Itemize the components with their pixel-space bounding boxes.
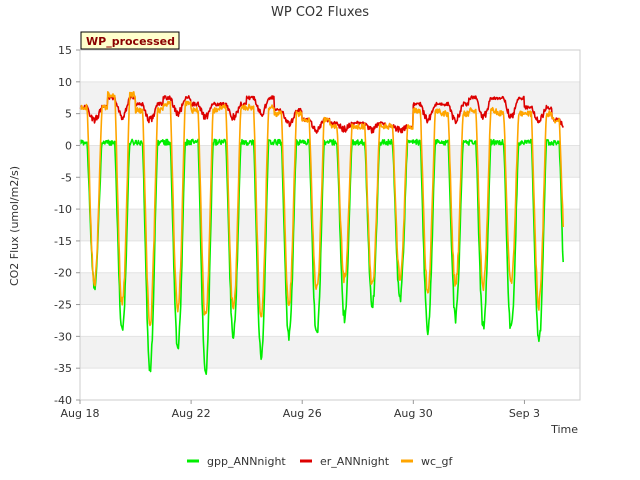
y-tick-label: 15 — [58, 44, 72, 57]
y-tick-label: -15 — [54, 235, 72, 248]
x-tick-label: Aug 18 — [61, 407, 100, 420]
x-axis-label: Time — [550, 423, 578, 436]
grid-band — [80, 272, 580, 305]
series-layer — [79, 91, 564, 375]
legend-label: wc_gf — [421, 455, 454, 468]
chart-title: WP CO2 Fluxes — [271, 5, 369, 20]
legend-item: er_ANNnight — [300, 455, 390, 468]
y-tick-label: 0 — [65, 139, 72, 152]
y-tick-label: -10 — [54, 203, 72, 216]
legend-label: gpp_ANNnight — [207, 455, 286, 468]
badge-label: WP_processed — [86, 35, 175, 48]
y-tick-label: -35 — [54, 362, 72, 375]
y-tick-label: -40 — [54, 394, 72, 407]
legend-label: er_ANNnight — [320, 455, 390, 468]
x-tick-label: Aug 22 — [172, 407, 211, 420]
grid-band — [80, 336, 580, 369]
y-tick-label: 10 — [58, 76, 72, 89]
y-tick-label: -5 — [61, 171, 72, 184]
legend-item: gpp_ANNnight — [187, 455, 286, 468]
y-axis-label: CO2 Flux (umol/m2/s) — [8, 166, 21, 286]
x-tick-label: Aug 30 — [394, 407, 433, 420]
y-tick-label: -30 — [54, 330, 72, 343]
x-axis-ticks: Aug 18 Aug 22 Aug 26 Aug 30 Sep 3 — [61, 400, 540, 420]
badge-box — [80, 31, 180, 50]
processed-badge: WP_processed — [80, 31, 180, 50]
y-tick-label: 5 — [65, 108, 72, 121]
legend: gpp_ANNnight er_ANNnight wc_gf — [187, 455, 454, 468]
y-tick-label: -20 — [54, 267, 72, 280]
grid-band — [80, 145, 580, 178]
series-line-gpp-annnight — [79, 138, 564, 375]
series-line-wc-gf — [79, 91, 564, 327]
grid-band — [80, 209, 580, 241]
y-tick-label: -25 — [54, 299, 72, 312]
y-axis-ticks: 15 10 5 0 -5 -10 -15 -20 -25 -30 -35 -40 — [54, 44, 80, 407]
legend-item: wc_gf — [401, 455, 454, 468]
x-tick-label: Sep 3 — [509, 407, 540, 420]
series-line-er-annnight — [79, 95, 564, 134]
x-tick-label: Aug 26 — [283, 407, 322, 420]
plot-frame — [79, 49, 581, 401]
